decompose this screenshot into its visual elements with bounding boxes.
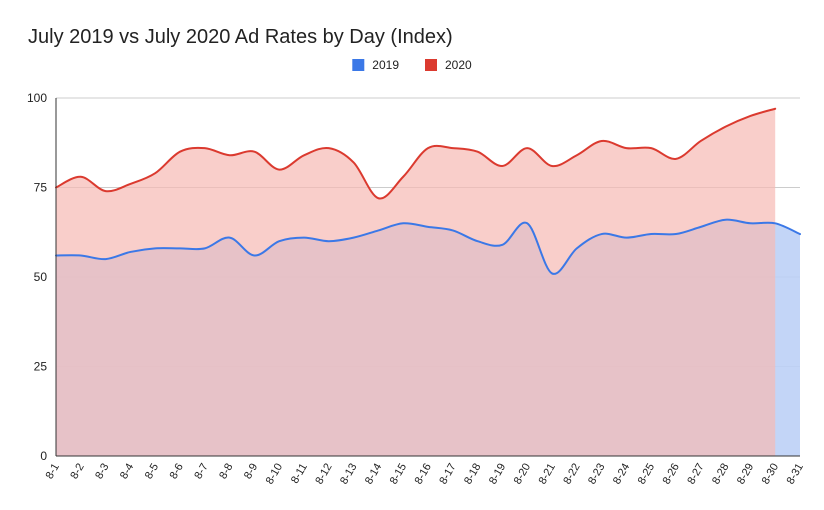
axes	[55, 98, 800, 457]
legend-label-2020: 2020	[445, 58, 472, 72]
legend-swatch-2019	[352, 59, 365, 71]
x-tick-label: 8-26	[661, 461, 682, 486]
x-tick-label: 8-30	[760, 461, 781, 486]
x-tick-label: 8-15	[388, 461, 409, 486]
x-tick-label: 8-2	[68, 461, 86, 481]
x-tick-label: 8-5	[143, 461, 161, 481]
series-areas	[55, 107, 801, 457]
x-tick-label: 8-10	[264, 461, 285, 486]
x-tick-label: 8-14	[363, 461, 384, 486]
chart-title: July 2019 vs July 2020 Ad Rates by Day (…	[28, 26, 453, 48]
x-tick-label: 8-22	[561, 461, 582, 486]
x-tick-label: 8-8	[217, 461, 235, 481]
y-tick-label: 75	[34, 181, 48, 195]
y-tick-label: 0	[40, 449, 47, 463]
x-tick-label: 8-13	[338, 461, 359, 486]
x-tick-label: 8-20	[512, 461, 533, 486]
x-tick-label: 8-19	[487, 461, 508, 486]
area-fill-2020	[56, 108, 776, 457]
x-tick-label: 8-27	[685, 461, 706, 486]
x-tick-label: 8-21	[537, 461, 558, 486]
x-tick-label: 8-7	[192, 461, 210, 481]
x-tick-label: 8-28	[710, 461, 731, 486]
x-tick-label: 8-29	[735, 461, 756, 486]
y-tick-label: 25	[34, 360, 48, 374]
x-tick-label: 8-17	[437, 461, 458, 486]
series-line-2020	[55, 107, 777, 200]
x-tick-label: 8-6	[168, 461, 186, 481]
x-axis-ticks: 8-1 8-2 8-3 8-4 8-5 8-6 8-7 8-8 8-9 8-10 8-11 8-12 8…	[44, 461, 806, 486]
legend: 2019 2020	[352, 58, 472, 72]
x-tick-label: 8-16	[413, 461, 434, 486]
y-tick-label: 100	[27, 91, 47, 105]
y-tick-label: 50	[34, 270, 48, 284]
legend-swatch-2020	[425, 59, 437, 71]
x-tick-label: 8-1	[44, 461, 62, 481]
y-axis-ticks: 0 25 50 75 100	[27, 91, 47, 463]
x-tick-label: 8-12	[313, 461, 334, 486]
legend-label-2019: 2019	[372, 58, 399, 72]
x-tick-label: 8-18	[462, 461, 483, 486]
x-tick-label: 8-9	[242, 461, 260, 481]
x-tick-label: 8-3	[93, 461, 111, 481]
x-tick-label: 8-31	[785, 461, 806, 486]
x-tick-label: 8-11	[289, 461, 310, 485]
x-tick-label: 8-24	[611, 461, 632, 486]
series-line-2019	[55, 218, 801, 275]
x-tick-label: 8-23	[586, 461, 607, 486]
x-tick-label: 8-25	[636, 461, 657, 486]
x-tick-label: 8-4	[118, 461, 136, 481]
